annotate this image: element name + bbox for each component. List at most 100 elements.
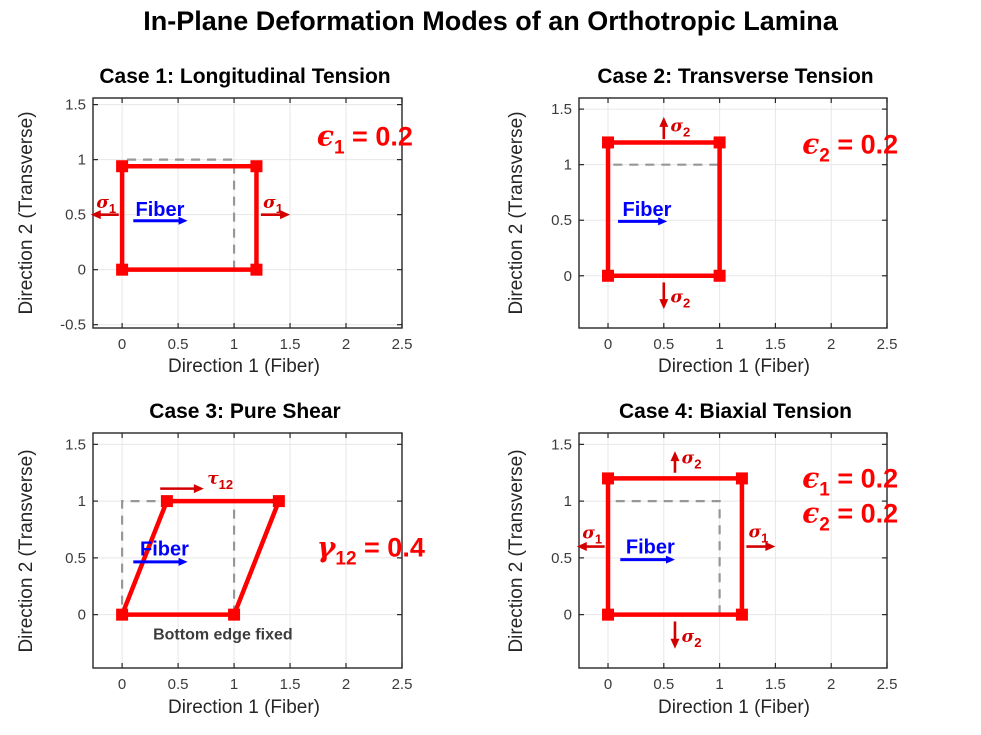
stress-arrow-head	[765, 542, 776, 552]
corner-marker	[272, 495, 285, 508]
stress-label: τ12	[207, 469, 233, 492]
annotation-part: 1	[276, 201, 283, 216]
x-tick-label: 0	[604, 676, 612, 693]
annotation-part: ϵ	[802, 461, 819, 494]
x-axis-label: Direction 1 (Fiber)	[657, 356, 811, 377]
subplot-title: Case 4: Biaxial Tension	[618, 400, 853, 423]
annotation-part: 12	[335, 549, 356, 570]
annotation-part: 2	[819, 146, 830, 167]
x-tick-label: 0.5	[168, 676, 189, 693]
fiber-label: Fiber	[136, 199, 185, 221]
annotation-part: 2	[694, 457, 701, 472]
y-tick-label: 1	[78, 152, 86, 169]
strain-annotation: ϵ1 = 0.2	[802, 461, 898, 500]
annotation-part: σ	[96, 193, 109, 213]
x-tick-label: 1.5	[765, 336, 786, 353]
fiber-arrow-head	[665, 555, 675, 564]
subplot-case-4: Direction 2 (Transverse) 0 0.5 1 1.5 2 2.5 0 0.…	[490, 390, 981, 735]
x-tick-label: 2	[342, 336, 350, 353]
x-tick-label: 1.5	[280, 676, 301, 693]
y-tick-label: 1.5	[551, 101, 572, 118]
stress-arrow-head	[193, 484, 204, 494]
x-tick-label: 2.5	[392, 676, 413, 693]
fiber-arrow-head	[658, 217, 668, 226]
annotation-part: σ	[671, 116, 684, 136]
annotation-part: = 0.2	[830, 499, 898, 529]
annotation-part: 1	[761, 530, 768, 545]
stress-label: σ1	[96, 193, 116, 216]
axes-border	[578, 97, 888, 329]
annotation-part: γ	[317, 531, 337, 564]
stress-label: σ2	[671, 287, 691, 310]
stress-label: σ1	[749, 522, 769, 545]
y-tick-label: -0.5	[60, 317, 86, 334]
corner-marker	[250, 160, 263, 173]
y-tick-label: 0	[564, 607, 572, 624]
subplot-title: Case 1: Longitudinal Tension	[99, 65, 391, 88]
x-tick-label: 0.5	[653, 336, 674, 353]
annotation-part: ϵ	[802, 128, 819, 161]
stress-label: σ1	[263, 193, 283, 216]
annotation-part: 2	[694, 635, 701, 650]
y-tick-label: 0.5	[65, 207, 86, 224]
x-tick-label: 1	[715, 676, 723, 693]
x-axis-label: Direction 1 (Fiber)	[167, 697, 321, 718]
y-tick-label: 1.5	[65, 436, 86, 453]
annotation-part: σ	[671, 287, 684, 307]
stress-label: σ2	[671, 116, 691, 139]
stress-arrow-head	[280, 210, 291, 220]
subplot-title: Case 3: Pure Shear	[149, 400, 341, 423]
stress-arrow-head	[670, 638, 680, 649]
annotation-part: ϵ	[317, 119, 334, 152]
stress-arrow-head	[576, 542, 587, 552]
y-tick-label: 1.5	[65, 97, 86, 114]
corner-marker	[116, 160, 129, 173]
annotation-part: 1	[819, 479, 830, 500]
x-tick-label: 2.5	[877, 676, 898, 693]
annotation-part: 1	[595, 532, 602, 547]
annotation-part: σ	[582, 524, 595, 544]
x-tick-label: 0	[118, 676, 126, 693]
stress-arrow-head	[659, 116, 669, 127]
subplot-case-2: Direction 2 (Transverse) 0 0.5 1 1.5 2 2.5 0 0.…	[490, 55, 981, 390]
subplot-case-3: Direction 2 (Transverse) 0 0.5 1 1.5 2 2.5 0 0.…	[0, 390, 490, 735]
corner-marker	[228, 608, 241, 621]
corner-marker	[602, 608, 615, 621]
strain-annotation: γ12 = 0.4	[317, 531, 425, 570]
subplot-case-1: Direction 2 (Transverse) 0 0.5 1 1.5 2 2.5 -0.…	[0, 55, 490, 390]
annotation-part: 2	[819, 515, 830, 536]
y-tick-label: 1	[78, 493, 86, 510]
corner-marker	[735, 608, 748, 621]
axes-border	[92, 432, 403, 669]
x-tick-label: 1	[230, 676, 238, 693]
x-tick-label: 0.5	[168, 336, 189, 353]
y-tick-label: 0	[78, 607, 86, 624]
corner-marker	[116, 608, 129, 621]
stress-arrow-head	[670, 451, 680, 462]
stress-label: σ2	[682, 627, 702, 650]
corner-marker	[116, 263, 129, 276]
fiber-label: Fiber	[626, 536, 675, 558]
annotation-part: = 0.2	[345, 121, 413, 151]
annotation-part: 2	[683, 124, 690, 139]
annotation-part: 1	[334, 137, 345, 158]
x-tick-label: 0.5	[653, 676, 674, 693]
x-tick-label: 0	[604, 336, 612, 353]
stress-label: σ1	[582, 524, 602, 547]
annotation-part: ϵ	[802, 497, 819, 530]
axes-border	[92, 97, 403, 329]
stress-arrow-head	[659, 299, 669, 310]
annotation-part: = 0.2	[830, 463, 898, 493]
strain-annotation: ϵ2 = 0.2	[802, 497, 898, 536]
corner-marker	[713, 269, 726, 282]
corner-marker	[602, 269, 615, 282]
x-axis-label: Direction 1 (Fiber)	[167, 356, 321, 377]
y-tick-label: 0.5	[551, 212, 572, 229]
annotation-part: 12	[219, 477, 233, 492]
y-tick-label: 0	[564, 268, 572, 285]
annotation-part: σ	[263, 193, 276, 213]
axes-border	[578, 432, 888, 669]
